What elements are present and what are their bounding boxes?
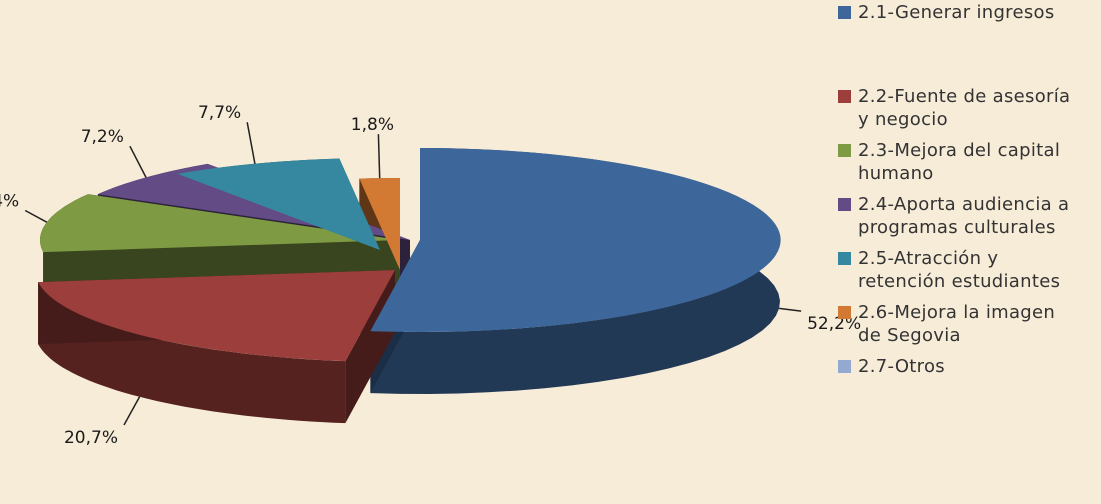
legend-swatch-7 <box>838 360 851 373</box>
legend-label-3-line2: humano <box>858 163 934 184</box>
data-label-6: 1,8% <box>351 115 394 135</box>
slice-3 <box>40 194 400 253</box>
data-label-2: 20,7% <box>64 428 118 448</box>
legend-label-4-line2: programas culturales <box>858 217 1056 238</box>
leader-line-4 <box>129 145 147 178</box>
legend-label-6: 2.6-Mejora la imagen <box>858 302 1055 323</box>
legend-label-2-line2: y negocio <box>858 109 948 130</box>
leader-lines <box>24 122 802 426</box>
legend-label-1: 2.1-Generar ingresos <box>858 2 1055 23</box>
leader-line-6 <box>377 134 381 179</box>
legend: 2.1-Generar ingresos 2.2-Fuente de asesor… <box>838 2 1070 377</box>
legend-label-6-line2: de Segovia <box>858 325 961 346</box>
legend-swatch-2 <box>838 90 851 103</box>
legend-label-5-line2: retención estudiantes <box>858 271 1060 292</box>
slice-2 <box>38 270 395 362</box>
legend-swatch-6 <box>838 306 851 319</box>
legend-label-3: 2.3-Mejora del capital <box>858 140 1060 161</box>
legend-swatch-5 <box>838 252 851 265</box>
pie-top-layer <box>38 147 781 362</box>
data-label-4: 7,2% <box>81 127 124 147</box>
legend-label-4: 2.4-Aporta audiencia a <box>858 194 1069 215</box>
leader-line-3 <box>24 209 48 223</box>
legend-label-2: 2.2-Fuente de asesoría <box>858 86 1070 107</box>
leader-line-5 <box>246 122 256 164</box>
slice-side-2 <box>38 282 346 424</box>
data-label-3: 10,4% <box>0 192 19 212</box>
data-label-5: 7,7% <box>198 103 241 123</box>
legend-swatch-1 <box>838 6 851 19</box>
legend-swatch-4 <box>838 198 851 211</box>
data-labels: 52,2% 20,7% 10,4% 7,2% 7,7% 1,8% <box>0 103 861 448</box>
legend-label-7: 2.7-Otros <box>858 356 945 377</box>
slice-6 <box>359 178 400 270</box>
legend-swatch-3 <box>838 144 851 157</box>
slice-1 <box>370 147 781 332</box>
legend-label-5: 2.5-Atracción y <box>858 248 998 269</box>
slice-5 <box>177 158 380 250</box>
leader-line-1 <box>779 307 802 312</box>
data-label-1: 52,2% <box>807 314 861 334</box>
leader-line-2 <box>123 396 141 426</box>
